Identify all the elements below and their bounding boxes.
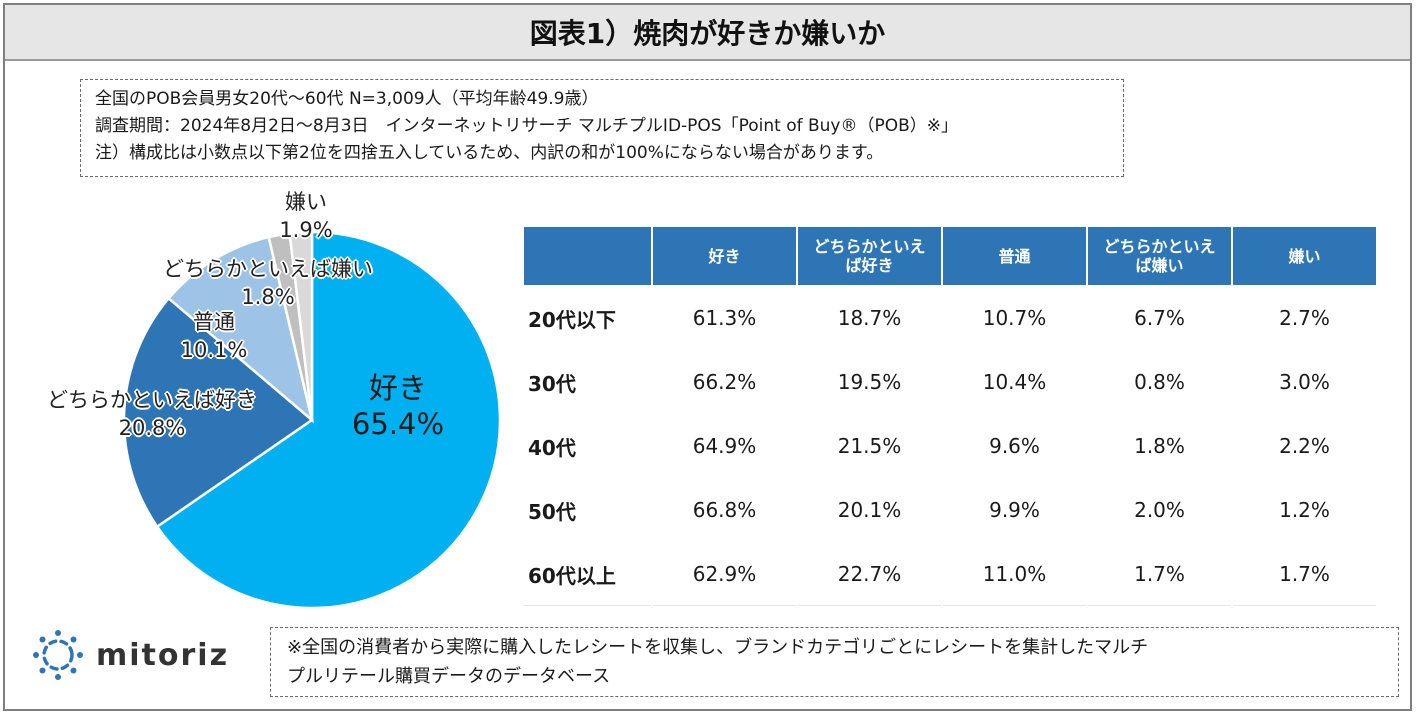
pie-slice-neutral: [166, 235, 315, 424]
table-cell-percentage: 66.2%: [652, 349, 798, 415]
pob-footnote: ※全国の消費者から実際に購入したレシートを収集し、ブランドカテゴリごとにレシート…: [270, 627, 1399, 697]
pie-value-label: 1.8%: [241, 285, 295, 309]
column-header: どちらかといえ ば好き: [797, 227, 943, 286]
table-cell-percentage: 11.0%: [942, 541, 1088, 606]
pie-chart-svg: [122, 230, 502, 610]
table-cell-percentage: 10.7%: [942, 285, 1088, 351]
table-row: 50代 66.8% 20.1% 9.9% 2.0% 1.2%: [524, 477, 1378, 543]
table-cell-percentage: 18.7%: [797, 285, 943, 351]
table-cell-percentage: 61.3%: [652, 285, 798, 351]
table-header-row: 好き どちらかといえ ば好き 普通 どちらかといえ ば嫌い 嫌い: [524, 227, 1378, 286]
column-header: どちらかといえ ば嫌い: [1087, 227, 1233, 286]
pie-label-dislike: 嫌い 1.9%: [279, 188, 332, 244]
mitoriz-logo-icon: [33, 630, 83, 680]
table-cell-percentage: 64.9%: [652, 413, 798, 479]
table-cell-percentage: 2.7%: [1232, 285, 1378, 351]
footnote-line: ※全国の消費者から実際に購入したレシートを収集し、ブランドカテゴリごとにレシート…: [287, 637, 1149, 658]
table-cell-percentage: 20.1%: [797, 477, 943, 543]
table-cell-percentage: 1.8%: [1087, 413, 1233, 479]
table-cell-percentage: 2.2%: [1232, 413, 1378, 479]
table-row: 20代以下 61.3% 18.7% 10.7% 6.7% 2.7%: [524, 285, 1378, 351]
row-header-age-group: 20代以下: [524, 285, 653, 351]
figure-title: 図表1）焼肉が好きか嫌いか: [5, 5, 1410, 61]
table-row: 60代以上 62.9% 22.7% 11.0% 1.7% 1.7%: [524, 541, 1378, 606]
note-line-rounding: 注）構成比は小数点以下第2位を四捨五入しているため、内訳の和が100%にならない…: [95, 143, 884, 163]
table-cell-percentage: 10.4%: [942, 349, 1088, 415]
note-line-sample: 全国のPOB会員男女20代～60代 N=3,009人（平均年齢49.9歳）: [95, 89, 599, 109]
table-cell-percentage: 62.9%: [652, 541, 798, 606]
pie-slice-like: [155, 230, 502, 610]
age-breakdown-table: 好き どちらかといえ ば好き 普通 どちらかといえ ば嫌い 嫌い 20代以下 61.3% 18.…: [524, 227, 1378, 606]
table-row: 30代 66.2% 19.5% 10.4% 0.8% 3.0%: [524, 349, 1378, 415]
pie-category-label: 嫌い: [284, 190, 327, 214]
pie-chart: 好き 65.4% どちらかといえば好き 20.8% 普通 10.1% どちらかといえば嫌い 1…: [0, 180, 520, 610]
table-cell-percentage: 6.7%: [1087, 285, 1233, 351]
table-cell-percentage: 2.0%: [1087, 477, 1233, 543]
pie-slice-dislike: [288, 230, 314, 421]
column-header: 好き: [652, 227, 798, 286]
pie-label-somewhat-like: どちらかといえば好き 20.8%: [47, 386, 257, 442]
table-cell-percentage: 1.7%: [1087, 541, 1233, 606]
table-cell-percentage: 22.7%: [797, 541, 943, 606]
figure-frame: [3, 3, 1412, 711]
pie-label-somewhat-dislike: どちらかといえば嫌い 1.8%: [163, 255, 373, 311]
pie-value-label: 20.8%: [118, 416, 186, 440]
pie-value-label: 10.1%: [180, 338, 248, 362]
table-cell-percentage: 3.0%: [1232, 349, 1378, 415]
pie-category-label: どちらかといえば好き: [47, 388, 257, 412]
row-header-age-group: 30代: [524, 349, 653, 415]
pie-category-label: どちらかといえば嫌い: [163, 257, 373, 281]
pie-label-neutral: 普通 10.1%: [181, 308, 248, 364]
pie-label-like: 好き 65.4%: [352, 370, 444, 442]
row-header-age-group: 40代: [524, 413, 653, 479]
mitoriz-logo: mitoriz: [30, 625, 250, 685]
table-cell-percentage: 9.9%: [942, 477, 1088, 543]
table-cell-percentage: 1.7%: [1232, 541, 1378, 606]
table-cell-percentage: 19.5%: [797, 349, 943, 415]
table-cell-percentage: 0.8%: [1087, 349, 1233, 415]
table-cell-percentage: 1.2%: [1232, 477, 1378, 543]
mitoriz-logo-text: mitoriz: [96, 637, 230, 673]
column-header: 嫌い: [1232, 227, 1378, 286]
table-corner-cell: [524, 227, 653, 286]
table-cell-percentage: 9.6%: [942, 413, 1088, 479]
table-row: 40代 64.9% 21.5% 9.6% 1.8% 2.2%: [524, 413, 1378, 479]
footnote-line: プルリテール購買データのデータベース: [287, 666, 611, 687]
table-cell-percentage: 66.8%: [652, 477, 798, 543]
table-cell-percentage: 21.5%: [797, 413, 943, 479]
pie-value-label: 65.4%: [351, 407, 445, 441]
note-line-period: 調査期間：2024年8月2日～8月3日 インターネットリサーチ マルチプルID-…: [95, 116, 959, 136]
row-header-age-group: 60代以上: [524, 541, 653, 606]
row-header-age-group: 50代: [524, 477, 653, 543]
pie-slice-somewhat-like: [122, 296, 315, 529]
column-header: 普通: [942, 227, 1088, 286]
pie-category-label: 好き: [368, 371, 428, 405]
pie-value-label: 1.9%: [279, 218, 333, 242]
pie-category-label: 普通: [193, 310, 235, 334]
survey-notes: 全国のPOB会員男女20代～60代 N=3,009人（平均年齢49.9歳） 調査…: [80, 79, 1124, 177]
